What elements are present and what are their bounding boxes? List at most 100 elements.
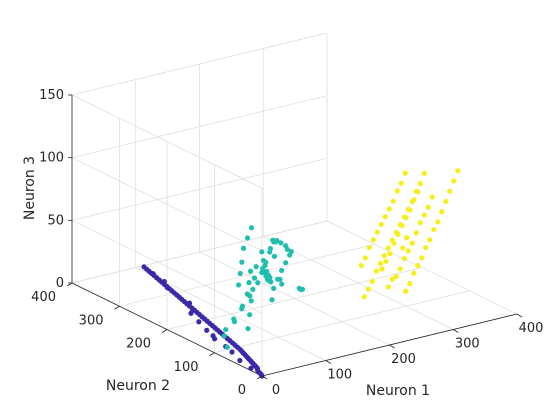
data-point [400, 245, 406, 251]
data-point [411, 270, 417, 276]
data-point [270, 237, 276, 243]
data-point [248, 365, 254, 371]
z-tick-label: 50 [47, 213, 64, 228]
data-point [398, 180, 404, 186]
z-tick-label: 100 [39, 151, 64, 166]
x-tick-mark [325, 360, 331, 364]
data-point [247, 268, 254, 274]
data-point [236, 282, 242, 288]
data-point [277, 276, 283, 282]
x-tick-mark [389, 344, 395, 349]
data-point [161, 278, 167, 285]
data-point [394, 188, 400, 194]
data-point [379, 266, 385, 272]
x-tick-mark [453, 329, 459, 333]
data-point [455, 168, 461, 174]
y-tick-label: 400 [31, 290, 56, 305]
data-point [415, 262, 421, 269]
data-point [204, 327, 210, 333]
data-point [419, 255, 425, 261]
grid-line [166, 267, 423, 330]
data-point [229, 349, 235, 355]
data-point [407, 280, 413, 287]
data-point [405, 248, 411, 254]
data-point [250, 286, 256, 292]
data-point [251, 275, 258, 281]
data-point [244, 235, 251, 241]
data-point [248, 225, 255, 231]
data-point [366, 244, 372, 251]
y-tick-mark [256, 375, 263, 380]
data-point [287, 252, 293, 258]
data-point [415, 189, 421, 195]
data-point [421, 212, 427, 218]
data-point [429, 194, 435, 200]
data-point [390, 198, 396, 204]
data-point [239, 259, 245, 265]
data-point [402, 170, 408, 176]
x-axis-label: Neuron 1 [366, 383, 430, 399]
data-point [284, 246, 290, 252]
grid-line [71, 32, 328, 96]
data-point [411, 197, 417, 203]
x-tick-label: 200 [391, 352, 416, 367]
data-point [259, 249, 265, 255]
data-point [403, 215, 409, 221]
data-point [283, 260, 289, 266]
data-point [403, 288, 409, 294]
data-point [413, 230, 419, 236]
data-point [417, 220, 423, 226]
data-point [244, 291, 250, 297]
data-point [267, 274, 273, 281]
data-point [247, 312, 253, 318]
y-tick-label: 0 [238, 383, 246, 398]
y-tick-mark [66, 282, 73, 287]
data-point [435, 219, 441, 225]
data-point [443, 198, 449, 205]
data-point [385, 245, 391, 251]
x-tick-label: 100 [327, 368, 352, 383]
data-point [397, 266, 403, 272]
data-point [358, 262, 364, 269]
data-point [237, 357, 243, 364]
grid-line [71, 95, 328, 159]
data-point [237, 270, 243, 277]
data-point [370, 237, 376, 243]
data-point [386, 206, 392, 212]
data-point [447, 188, 453, 194]
data-point [383, 258, 389, 264]
data-point [377, 260, 383, 267]
data-point [404, 235, 410, 241]
y-tick-mark [209, 352, 215, 357]
z-tick-label: 0 [56, 276, 64, 291]
data-point [224, 344, 230, 350]
data-point [362, 255, 368, 261]
data-point [401, 255, 407, 262]
data-point [451, 178, 457, 184]
z-tick-label: 150 [39, 88, 64, 103]
data-point [395, 231, 401, 237]
data-point [389, 276, 395, 282]
data-point [278, 240, 284, 246]
data-point [274, 237, 280, 244]
data-point [399, 222, 405, 228]
data-point [381, 253, 387, 259]
data-point [374, 229, 380, 235]
data-point [421, 170, 427, 177]
data-point [253, 264, 259, 270]
data-point [391, 240, 397, 246]
x-tick-mark [261, 375, 268, 380]
data-point [279, 267, 285, 274]
data-point [409, 240, 415, 246]
grid-line [71, 157, 328, 221]
grid-line [119, 243, 375, 307]
data-point [378, 221, 384, 228]
data-point [267, 245, 273, 252]
data-point [164, 285, 170, 291]
y-tick-label: 200 [126, 337, 151, 352]
x-tick-label: 400 [519, 321, 544, 336]
data-point [279, 281, 285, 287]
grid-line [71, 220, 328, 284]
